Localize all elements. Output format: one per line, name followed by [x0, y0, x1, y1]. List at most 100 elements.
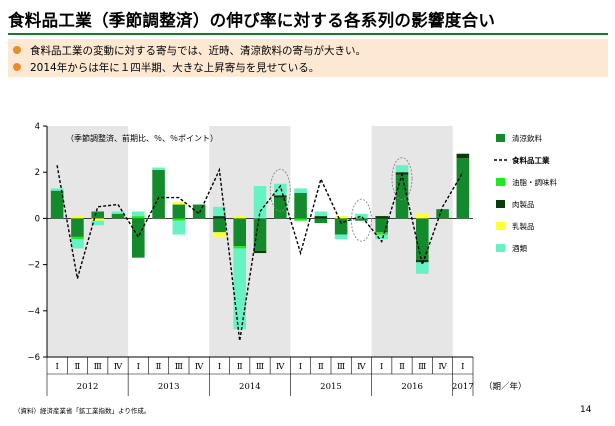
legend-label: 肉製品	[512, 199, 535, 209]
bar-segment	[71, 216, 84, 219]
bar-segment	[213, 218, 226, 233]
x-unit-label: （期／年）	[484, 381, 527, 392]
bar-segment	[273, 183, 287, 196]
bar-segment	[213, 216, 226, 219]
bar-segment	[273, 195, 287, 198]
bar-segment	[213, 206, 226, 217]
bar-segment	[314, 218, 328, 224]
bar-segment	[294, 188, 307, 193]
bar-segment	[334, 234, 348, 240]
year-label: 2016	[401, 382, 423, 392]
quarter-label: Ⅱ	[318, 362, 324, 372]
quarter-label: Ⅲ	[337, 362, 345, 372]
title-underline	[8, 33, 608, 35]
legend-swatch	[496, 200, 505, 208]
quarter-label: Ⅳ	[114, 362, 123, 372]
page-title: 食料品工業（季節調整済）の伸び率に対する各系列の影響度合い	[8, 11, 496, 30]
bar-segment	[314, 216, 328, 219]
legend-label: 清涼飲料	[512, 133, 542, 143]
quarter-label: Ⅳ	[357, 362, 366, 372]
bar-segment	[456, 158, 470, 219]
bar-segment	[415, 218, 429, 260]
bullet-dot-icon	[13, 46, 21, 54]
y-tick-label: −2	[27, 261, 40, 271]
bullet-text: 食料品工業の変動に対する寄与では、近時、清涼飲料の寄与が大きい。	[30, 45, 366, 57]
bar-segment	[294, 218, 307, 221]
summary-box: 食料品工業の変動に対する寄与では、近時、清涼飲料の寄与が大きい。 2014年から…	[8, 39, 608, 77]
bar-segment	[233, 218, 247, 247]
bar-segment	[91, 211, 105, 219]
quarter-label: Ⅰ	[380, 362, 383, 372]
legend-label: 油脂・調味料	[512, 177, 557, 187]
quarter-label: Ⅰ	[218, 362, 221, 372]
chart-note: （季節調整済、前期比、％、％ポイント）	[66, 133, 218, 143]
bar-segment	[172, 204, 186, 219]
year-label: 2015	[320, 382, 342, 392]
quarter-label: Ⅰ	[461, 362, 464, 372]
quarter-label: Ⅳ	[195, 362, 204, 372]
total-line	[56, 165, 464, 341]
quarter-label: Ⅰ	[55, 362, 58, 372]
bullet-item: 食料品工業の変動に対する寄与では、近時、清涼飲料の寄与が大きい。	[13, 43, 366, 58]
bar-segment	[233, 216, 247, 219]
legend-label: 食料品工業	[512, 155, 550, 165]
legend-label: 乳製品	[512, 221, 535, 231]
highlight-circle	[350, 198, 372, 242]
bar-segment	[375, 232, 389, 235]
legend-label: 酒類	[512, 243, 527, 253]
bar-segment	[436, 209, 449, 219]
quarter-label: Ⅰ	[299, 362, 302, 372]
bar-segment	[50, 188, 64, 191]
page-number: 14	[580, 405, 592, 415]
bar-segment	[71, 218, 84, 237]
legend-swatch	[496, 222, 505, 230]
quarter-label: Ⅲ	[94, 362, 102, 372]
bullet-dot-icon	[13, 63, 21, 71]
year-label: 2014	[239, 382, 261, 392]
bar-segment	[273, 197, 287, 219]
bar-segment	[71, 236, 84, 240]
bar-segment	[395, 174, 409, 219]
bar-segment	[152, 169, 165, 219]
bar-segment	[375, 216, 389, 219]
bar-segment	[294, 192, 307, 219]
quarter-label: Ⅲ	[256, 362, 264, 372]
bar-segment	[91, 218, 105, 221]
bar-segment	[334, 216, 348, 219]
bar-segment	[172, 202, 186, 205]
bar-segment	[91, 220, 105, 226]
bar-segment	[415, 213, 429, 219]
quarter-label: Ⅳ	[276, 362, 285, 372]
year-label: 2013	[158, 382, 180, 392]
quarter-label: Ⅲ	[418, 362, 426, 372]
bar-segment	[172, 220, 186, 235]
quarter-label: Ⅱ	[156, 362, 162, 372]
bar-segment	[131, 216, 145, 219]
bar-segment	[395, 165, 409, 173]
y-tick-label: 4	[35, 122, 40, 132]
y-tick-label: 0	[35, 214, 40, 224]
bar-segment	[355, 213, 368, 219]
highlight-circle	[391, 157, 413, 201]
bullet-text: 2014年からは年に１四半期、大きな上昇寄与を見せている。	[30, 62, 320, 74]
bar-segment	[213, 232, 226, 237]
y-tick-label: −4	[27, 307, 40, 317]
highlight-circle	[269, 168, 291, 212]
bar-segment	[172, 218, 186, 221]
bar-segment	[131, 218, 145, 258]
quarter-label: Ⅱ	[237, 362, 243, 372]
bar-segment	[253, 218, 267, 251]
bar-segment	[415, 262, 429, 274]
y-tick-label: −6	[27, 353, 40, 363]
legend-swatch	[496, 178, 505, 186]
bar-segment	[415, 259, 429, 263]
bar-segment	[111, 213, 125, 219]
bar-segment	[152, 167, 165, 170]
bullet-item: 2014年からは年に１四半期、大きな上昇寄与を見せている。	[13, 60, 320, 75]
bar-segment	[456, 153, 470, 159]
quarter-label: Ⅲ	[175, 362, 183, 372]
bar-segment	[253, 186, 267, 219]
bar-segment	[111, 211, 125, 214]
year-label: 2017	[452, 382, 474, 392]
y-tick-label: 2	[35, 168, 40, 178]
